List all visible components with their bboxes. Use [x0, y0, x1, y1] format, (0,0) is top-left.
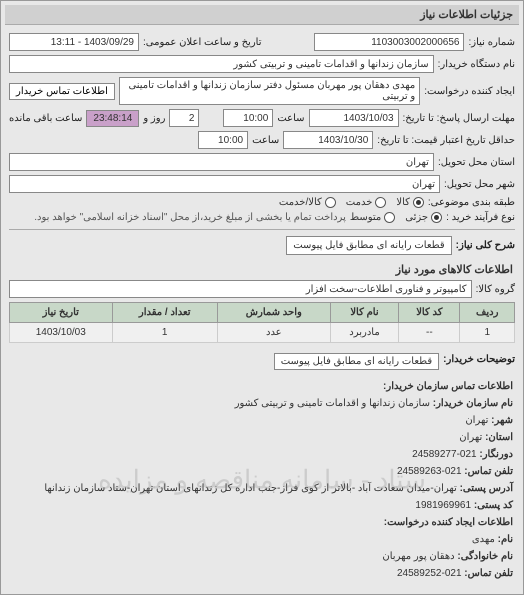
- th-row: ردیف: [460, 303, 515, 323]
- days-count-field: 2: [169, 109, 199, 127]
- th-qty: تعداد / مقدار: [112, 303, 217, 323]
- contact-org-label: نام سازمان خریدار:: [433, 398, 513, 409]
- cell-unit: عدد: [217, 323, 330, 343]
- table-header-row: ردیف کد کالا نام کالا واحد شمارش تعداد /…: [10, 303, 515, 323]
- panel-title: جزئیات اطلاعات نیاز: [420, 9, 513, 21]
- th-date: تاریخ نیاز: [10, 303, 113, 323]
- radio-icon: [375, 197, 386, 208]
- category-radio-group: کالا خدمت کالا/خدمت: [279, 197, 424, 208]
- cell-name: مادربرد: [330, 323, 398, 343]
- table-row: 1 -- مادربرد عدد 1 1403/10/03: [10, 323, 515, 343]
- city-label: شهر محل تحویل:: [444, 179, 515, 190]
- contact-address-label: آدرس پستی:: [460, 483, 513, 494]
- city-field: تهران: [9, 175, 440, 193]
- th-code: کد کالا: [399, 303, 460, 323]
- summary-label: شرح کلی نیاز:: [456, 240, 515, 251]
- deadline-date-field: 1403/10/03: [309, 109, 399, 127]
- group-field: کامپیوتر و فناوری اطلاعات-سخت افزار: [9, 280, 472, 298]
- creator-field: مهدی دهقان پور مهربان مسئول دفتر سازمان …: [119, 77, 420, 105]
- contact-address: تهران-میدان سعادت آباد -بالاتر از کوی فر…: [44, 483, 456, 494]
- req-number-field: 1103003002000656: [314, 33, 464, 51]
- buyer-note-label: توضیحات خریدار:: [443, 354, 515, 365]
- creator-label: ایجاد کننده درخواست:: [424, 86, 515, 97]
- contact-province: تهران: [459, 432, 482, 443]
- creator-family-label: نام خانوادگی:: [457, 551, 513, 562]
- deadline-time-label: ساعت: [277, 113, 304, 124]
- watermark-area: اطلاعات تماس سازمان خریدار: نام سازمان خ…: [9, 374, 515, 586]
- validity-label: حداقل تاریخ اعتبار قیمت: تا تاریخ:: [377, 135, 515, 146]
- remain-word: ساعت باقی مانده: [9, 113, 82, 124]
- contact-city: تهران: [465, 415, 488, 426]
- contact-fax: 021-24589277: [412, 449, 477, 460]
- items-table: ردیف کد کالا نام کالا واحد شمارش تعداد /…: [9, 302, 515, 343]
- buyer-note-box: قطعات رایانه ای مطابق فایل پیوست: [274, 353, 439, 370]
- creator-info-title: اطلاعات ایجاد کننده درخواست:: [384, 517, 513, 528]
- radio-checked-icon: [413, 197, 424, 208]
- th-name: نام کالا: [330, 303, 398, 323]
- province-field: تهران: [9, 153, 434, 171]
- contact-phone-label: تلفن تماس:: [464, 466, 513, 477]
- contact-fax-label: دورنگار:: [479, 449, 513, 460]
- contact-phone: 021-24589263: [397, 466, 462, 477]
- form-section: شماره نیاز: 1103003002000656 تاریخ و ساع…: [5, 29, 519, 590]
- validity-time-label: ساعت: [252, 135, 279, 146]
- buyer-org-label: نام دستگاه خریدار:: [438, 59, 515, 70]
- buy-type-medium-radio[interactable]: متوسط: [350, 212, 395, 223]
- countdown-timer: 23:48:14: [86, 110, 139, 127]
- radio-checked-icon: [431, 212, 442, 223]
- buy-type-small-radio[interactable]: جزئی: [405, 212, 442, 223]
- creator-name: مهدی: [472, 534, 495, 545]
- creator-tel: 021-24589252: [397, 568, 462, 579]
- days-word: روز و: [143, 113, 165, 124]
- creator-name-label: نام:: [498, 534, 513, 545]
- contact-title: اطلاعات تماس سازمان خریدار:: [383, 381, 513, 392]
- deadline-label: مهلت ارسال پاسخ: تا تاریخ:: [403, 113, 515, 124]
- category-goods-radio[interactable]: کالا: [396, 197, 424, 208]
- deadline-time-field: 10:00: [223, 109, 273, 127]
- req-number-label: شماره نیاز:: [468, 37, 515, 48]
- buy-type-note: پرداخت تمام یا بخشی از مبلغ خرید،از محل …: [34, 212, 346, 223]
- group-label: گروه کالا:: [476, 284, 515, 295]
- items-section-title: اطلاعات کالاهای مورد نیاز: [9, 259, 515, 280]
- category-service-radio[interactable]: خدمت: [346, 197, 387, 208]
- validity-date-field: 1403/10/30: [283, 131, 373, 149]
- contact-org: سازمان زندانها و اقدامات تامینی و تربیتی…: [235, 398, 430, 409]
- buy-type-label: نوع فرآیند خرید :: [446, 212, 515, 223]
- summary-box: قطعات رایانه ای مطابق فایل پیوست: [286, 236, 451, 255]
- radio-icon: [325, 197, 336, 208]
- contact-city-label: شهر:: [491, 415, 513, 426]
- divider: [9, 229, 515, 230]
- province-label: استان محل تحویل:: [438, 157, 515, 168]
- cell-date: 1403/10/03: [10, 323, 113, 343]
- cell-qty: 1: [112, 323, 217, 343]
- cell-code: --: [399, 323, 460, 343]
- creator-tel-label: تلفن تماس:: [464, 568, 513, 579]
- announce-field: 1403/09/29 - 13:11: [9, 33, 139, 51]
- announce-label: تاریخ و ساعت اعلان عمومی:: [143, 37, 262, 48]
- contact-postcode: 1981969961: [415, 500, 471, 511]
- radio-icon: [384, 212, 395, 223]
- th-unit: واحد شمارش: [217, 303, 330, 323]
- category-both-radio[interactable]: کالا/خدمت: [279, 197, 336, 208]
- contact-province-label: استان:: [485, 432, 513, 443]
- panel-header: جزئیات اطلاعات نیاز: [5, 5, 519, 25]
- buyer-org-field: سازمان زندانها و اقدامات تامینی و تربیتی…: [9, 55, 434, 73]
- category-label: طبقه بندی موضوعی:: [428, 197, 515, 208]
- main-panel: جزئیات اطلاعات نیاز شماره نیاز: 11030030…: [0, 0, 524, 595]
- validity-time-field: 10:00: [198, 131, 248, 149]
- contact-postcode-label: کد پستی:: [474, 500, 513, 511]
- creator-family: دهقان پور مهربان: [382, 551, 454, 562]
- cell-row: 1: [460, 323, 515, 343]
- contact-buyer-button[interactable]: اطلاعات تماس خریدار: [9, 83, 115, 100]
- contact-info-block: اطلاعات تماس سازمان خریدار: نام سازمان خ…: [9, 374, 515, 586]
- buy-type-radio-group: جزئی متوسط: [350, 212, 442, 223]
